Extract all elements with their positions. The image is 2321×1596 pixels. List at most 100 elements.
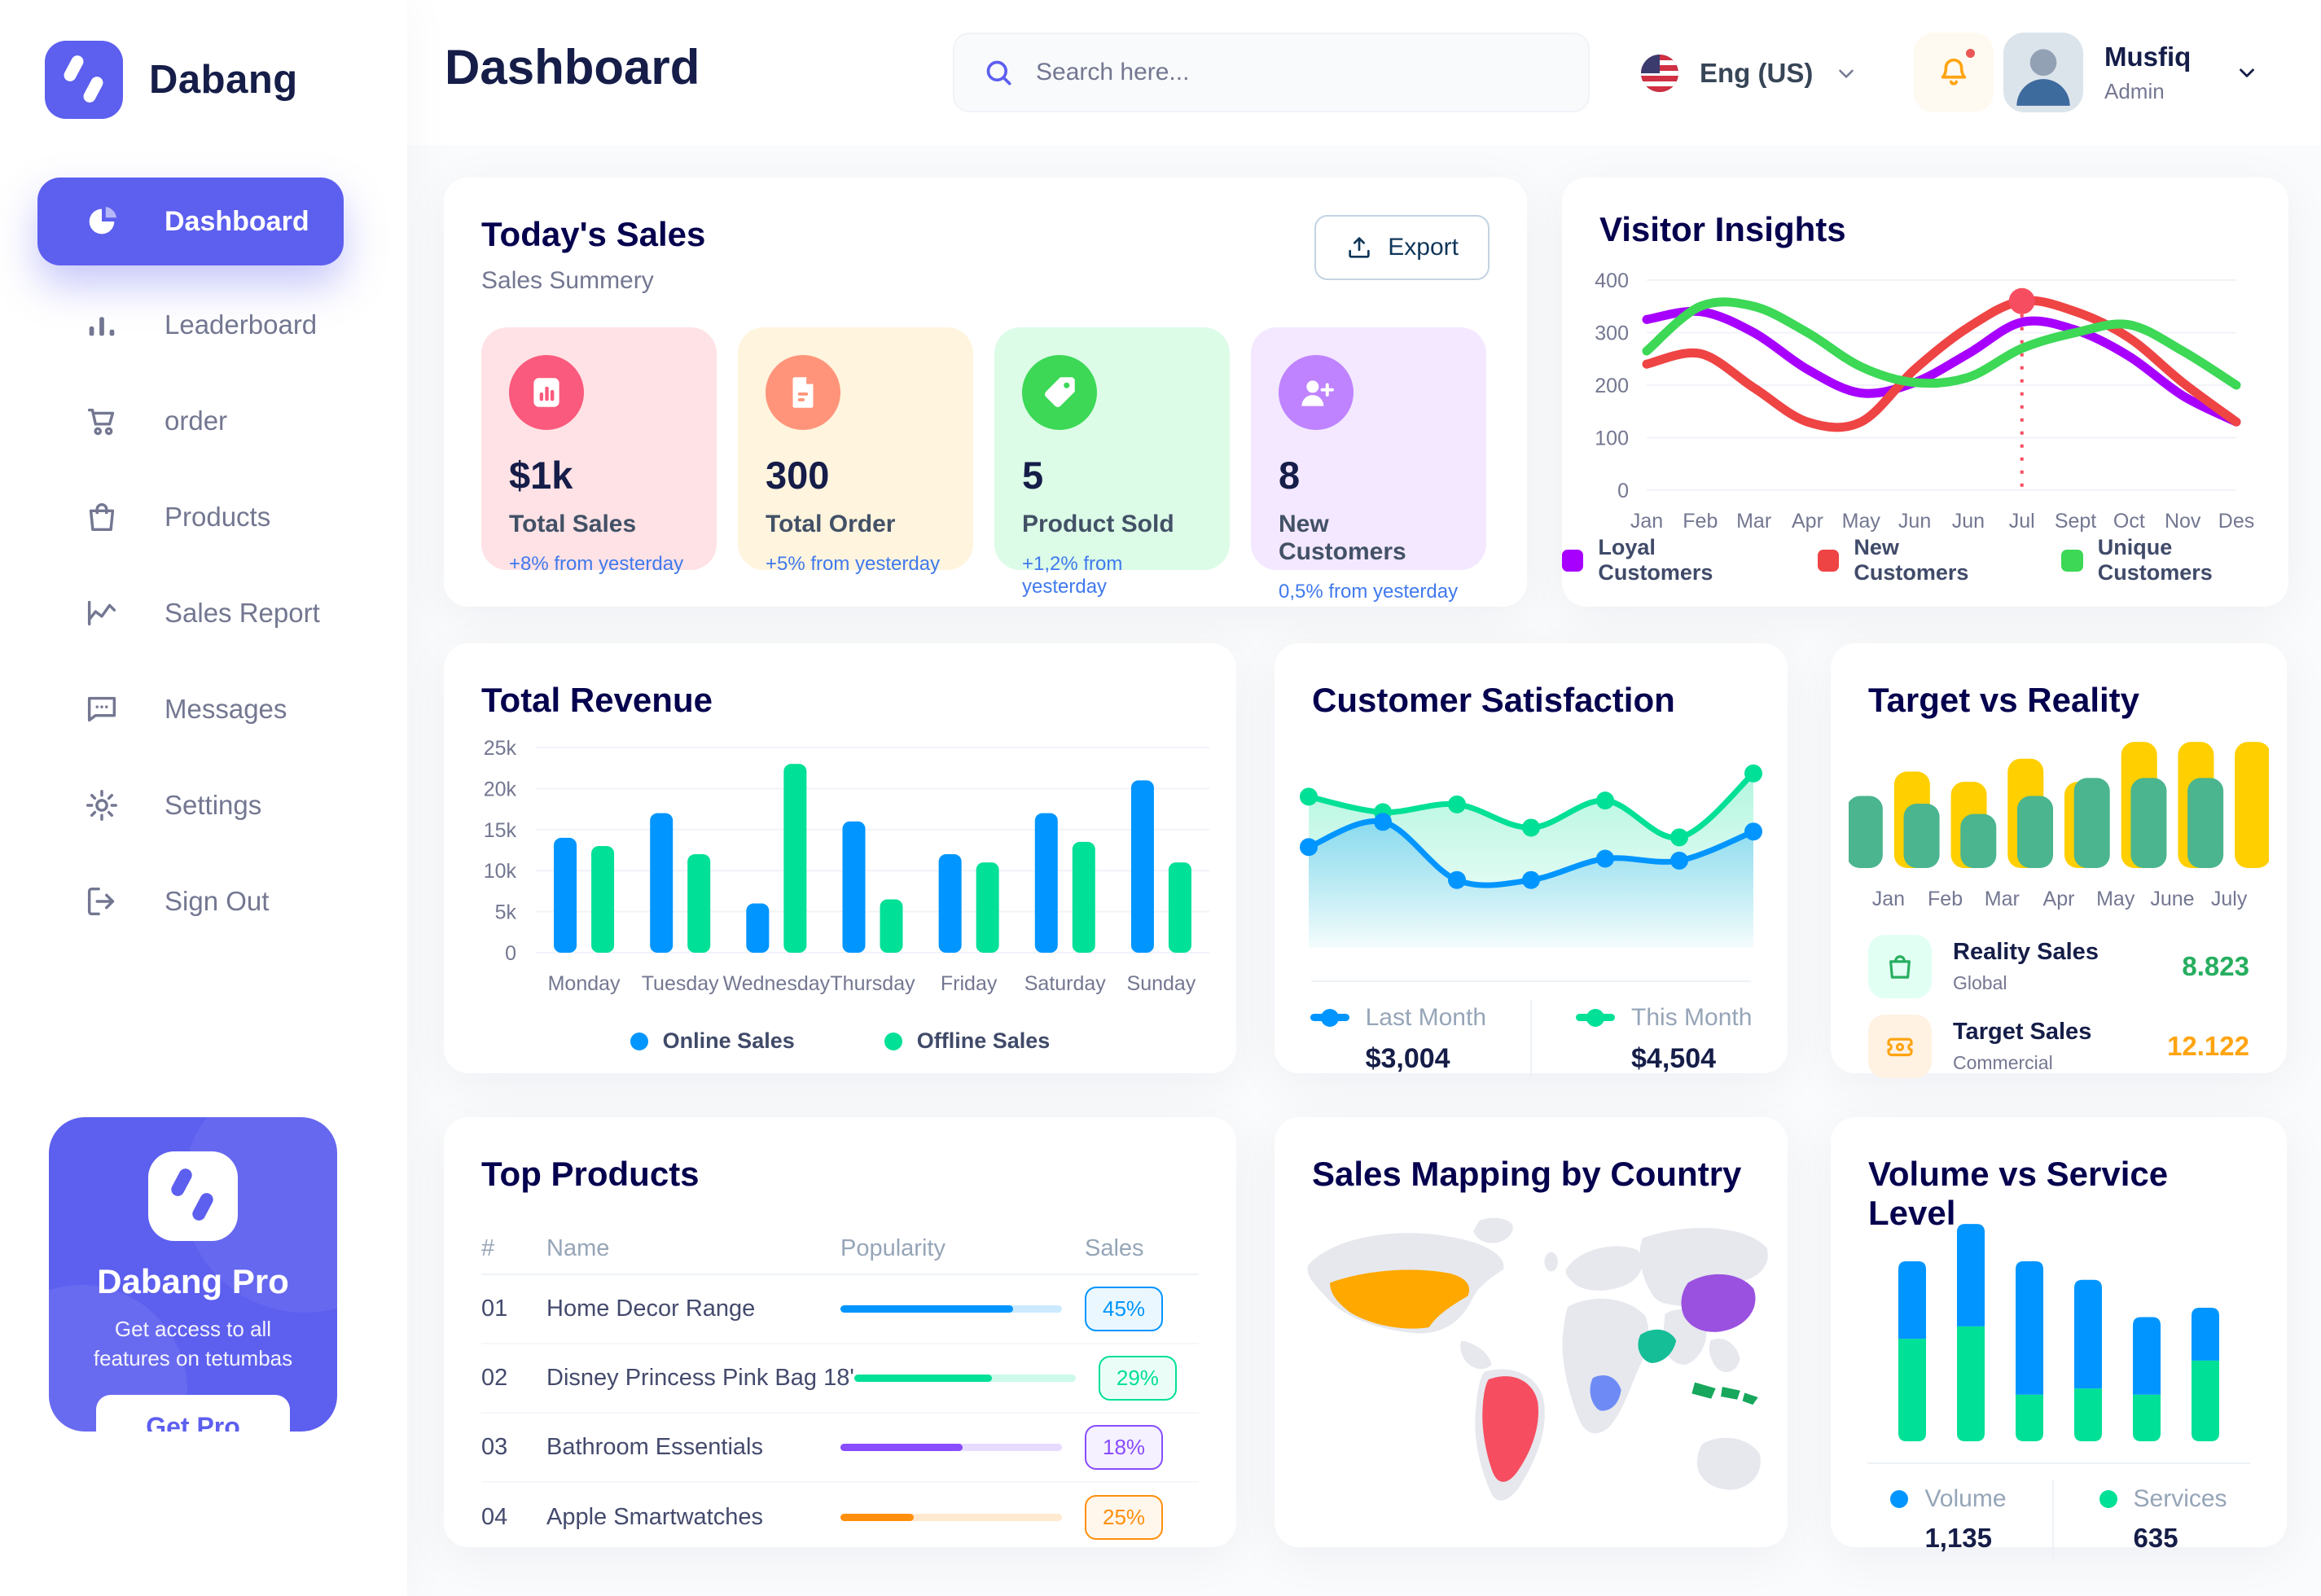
country-saudi-arabia[interactable] [1638,1329,1677,1363]
popularity-bar [840,1514,1062,1521]
svg-text:Jul: Jul [2009,510,2035,533]
app-name: Dabang [149,58,298,102]
chart-legend: Loyal Customers New Customers Unique Cus… [1562,535,2288,585]
card-title: Volume vs Service Level [1868,1155,2169,1232]
pro-card: Dabang Pro Get access to all features on… [49,1117,337,1432]
customer-satisfaction-card: Customer Satisfaction Last Month $3,004 … [1275,643,1788,1078]
us-flag-icon [1641,55,1678,92]
sidebar-item-sales-report[interactable]: Sales Report [0,565,407,661]
total-revenue-card: Total Revenue 0 5k 10k 15k 20k 25k Monday Tuesd… [444,643,1236,1073]
divider [1311,980,1751,982]
land-africa [1562,1298,1649,1434]
app-logo[interactable]: Dabang [45,41,298,119]
bag-icon [83,498,121,536]
legend-swatch [1818,549,1840,572]
svg-text:Mar: Mar [1985,888,2020,910]
user-menu[interactable]: Musfiq Admin [2003,33,2259,112]
sidebar-item-order[interactable]: order [0,373,407,469]
tag-icon [1022,355,1097,430]
svg-text:Jun: Jun [1898,510,1931,533]
popularity-bar-fill [840,1305,1014,1313]
cart-icon [83,402,121,440]
sidebar-item-leaderboard[interactable]: Leaderboard [0,277,407,373]
sign-out-icon [83,883,121,920]
svg-text:Apr: Apr [2043,888,2075,910]
legend-label: Unique Customers [2097,535,2213,585]
svg-text:Oct: Oct [2113,510,2145,533]
svg-text:10k: 10k [484,860,517,883]
line-chart-icon [83,594,121,632]
country-china[interactable] [1681,1274,1756,1332]
export-icon [1349,237,1370,258]
column-header: Sales [1085,1234,1144,1261]
stat-label: Product Sold [1022,511,1174,537]
chart-legend: Reality Sales Global 8.823 Target Sales … [1858,927,2259,1086]
stat-delta: +8% from yesterday [509,553,684,575]
search-bar[interactable] [953,33,1590,112]
get-pro-button[interactable]: Get Pro [96,1394,290,1432]
search-icon [986,60,1011,86]
country-dr-congo[interactable] [1590,1375,1621,1411]
visitor-insights-chart: 0 100 200 300 400 Jan Feb Mar Apr May Jun Jun Jul Sep… [1580,259,2269,542]
stat-label: Total Sales [509,511,637,537]
stat-label: New Customers [1279,511,1406,565]
pro-subtitle: Get access to all features on tetumbas [93,1317,293,1371]
svg-text:Friday: Friday [941,972,998,995]
card-title: Target vs Reality [1868,681,2140,719]
legend-online-sales: Online Sales [630,1028,795,1054]
country-indonesia[interactable] [1691,1382,1758,1405]
legend-label: Services [2133,1485,2227,1512]
stat-value: 300 [766,454,830,497]
bar-chart-icon [509,355,584,430]
divider [1867,1462,2250,1464]
top-products-card: Top Products # Name Popularity Sales 01 H… [444,1117,1236,1547]
sidebar-item-dashboard[interactable]: Dashboard [37,178,344,265]
user-name: Musfiq [2104,41,2192,72]
legend-reality-sales: Reality Sales Global 8.823 [1858,927,2259,1006]
pro-title: Dabang Pro [97,1262,289,1300]
column-header: # [481,1234,495,1261]
column-header: Name [546,1234,610,1261]
visitor-insights-card: Visitor Insights 0 100 200 300 400 Jan Feb Mar A… [1562,178,2288,607]
export-button[interactable]: Export [1314,215,1490,280]
svg-text:Tuesday: Tuesday [642,972,719,995]
notifications-button[interactable] [1914,33,1994,112]
svg-text:Monday: Monday [548,972,621,995]
svg-text:0: 0 [1617,480,1629,502]
legend-value: $3,004 [1365,1042,1450,1074]
country-brazil[interactable] [1482,1376,1539,1482]
legend-title: Reality Sales [1953,939,2099,965]
sales-badge: 18% [1085,1425,1164,1470]
svg-text:15k: 15k [484,819,517,842]
table-row: 01 Home Decor Range 45% [481,1275,1199,1344]
sidebar-item-products[interactable]: Products [0,469,407,565]
legend-dot [884,1032,902,1050]
chevron-down-icon [2240,68,2255,77]
volume-service-chart [1862,1199,2256,1449]
stat-delta: +1,2% from yesterday [1022,553,1123,598]
user-plus-icon [1279,355,1354,430]
legend-value: 8.823 [2182,951,2249,981]
svg-text:Mar: Mar [1736,510,1771,533]
legend-dot [630,1032,648,1050]
country-usa[interactable] [1330,1269,1470,1329]
stats-row: $1k Total Sales +8% from yesterday 300 T… [481,327,1490,603]
popularity-bar-fill [840,1514,914,1521]
sidebar-item-label: Products [165,502,271,532]
chevron-down-icon [1839,69,1854,78]
card-title: Sales Mapping by Country [1312,1155,1742,1193]
sidebar-item-settings[interactable]: Settings [0,757,407,853]
legend-offline-sales: Offline Sales [884,1028,1050,1054]
legend-this-month: This Month $4,504 [1576,1004,1752,1075]
legend-value: 635 [2133,1523,2178,1553]
legend-text: Reality Sales Global [1953,939,2099,994]
svg-text:Feb: Feb [1928,888,1963,910]
sidebar-item-sign-out[interactable]: Sign Out [0,853,407,949]
language-selector[interactable]: Eng (US) [1641,42,1858,104]
search-input[interactable] [1036,59,1560,86]
volume-service-card: Volume vs Service Level Volume 1,135 Ser… [1831,1117,2287,1559]
sidebar-item-messages[interactable]: Messages [0,661,407,757]
card-title: Visitor Insights [1599,210,1846,248]
page-title: Dashboard [445,40,700,94]
